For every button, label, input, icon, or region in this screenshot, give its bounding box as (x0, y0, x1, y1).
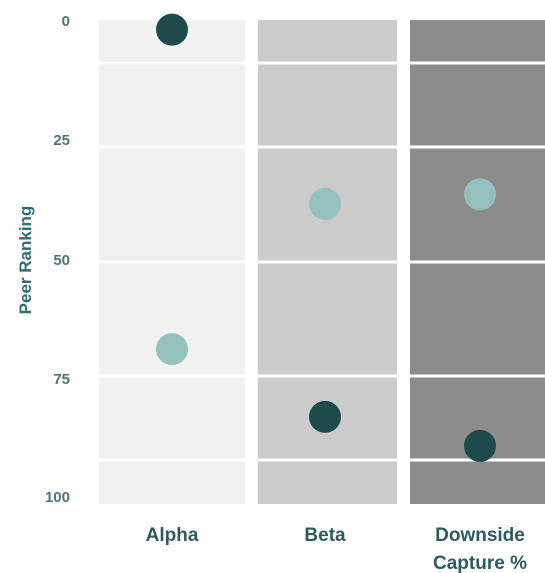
y-tick-label: 100 (45, 489, 70, 506)
x-tick-label-1: Alpha (146, 525, 199, 546)
point-s2-3 (464, 178, 496, 211)
x-tick-label-3: Downside Capture % (433, 525, 527, 573)
y-tick-label: 0 (62, 13, 70, 30)
x-tick-label-2: Beta (304, 525, 346, 546)
point-s1-1 (156, 13, 188, 46)
x-axis-labels: Alpha Beta Downside Capture % (146, 525, 527, 573)
data-points (156, 13, 496, 462)
y-axis-label: Peer Ranking (16, 206, 35, 315)
point-s1-3 (464, 429, 496, 462)
y-tick-label: 25 (53, 132, 70, 149)
y-tick-label: 75 (53, 371, 70, 388)
y-axis-ticks: 0 25 50 75 100 (45, 13, 70, 506)
point-s2-1 (156, 333, 188, 366)
gridlines (99, 61, 545, 462)
y-tick-label: 50 (53, 252, 70, 269)
point-s1-2 (309, 400, 341, 433)
point-s2-2 (309, 187, 341, 220)
